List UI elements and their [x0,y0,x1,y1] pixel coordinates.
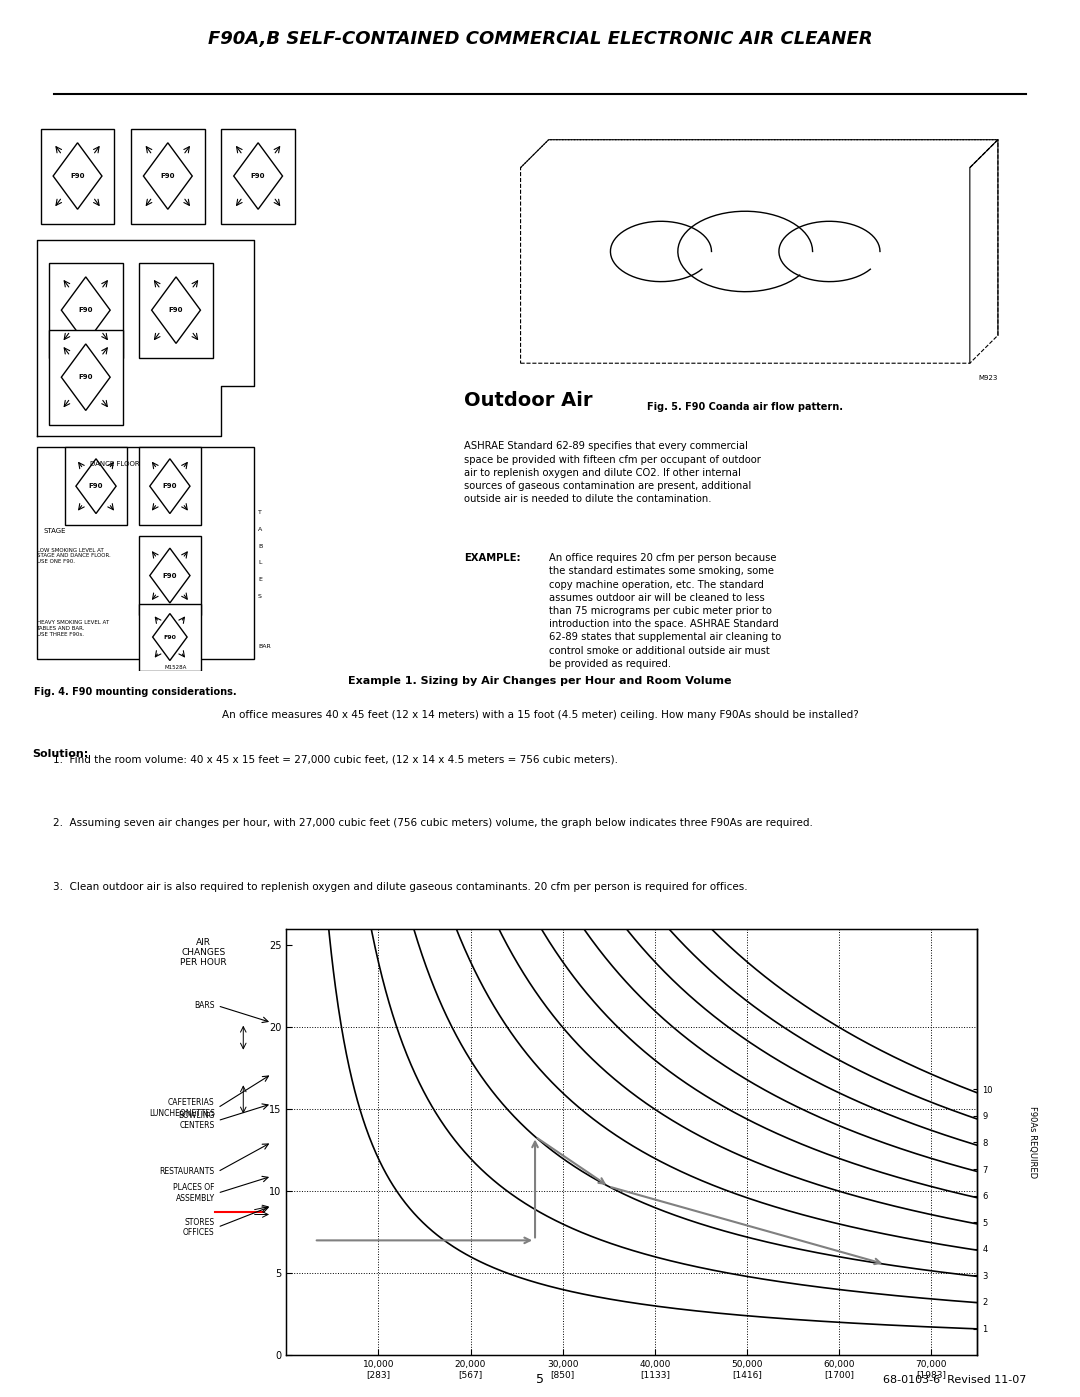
Text: L: L [258,560,261,566]
Text: AIR
CHANGES
PER HOUR: AIR CHANGES PER HOUR [180,937,227,967]
Text: F90: F90 [168,307,184,313]
Bar [37,447,254,659]
Polygon shape [62,344,110,411]
Text: 68-0103-6  Revised 11-07: 68-0103-6 Revised 11-07 [882,1375,1026,1384]
Bar [131,129,205,224]
Text: Example 1. Sizing by Air Changes per Hour and Room Volume: Example 1. Sizing by Air Changes per Hou… [348,676,732,686]
Text: BAR: BAR [258,644,271,650]
Bar [49,263,123,358]
Text: Fig. 5. F90 Coanda air flow pattern.: Fig. 5. F90 Coanda air flow pattern. [647,402,843,412]
Polygon shape [150,548,190,604]
Text: CAFETERIAS
LUNCHEONETTES: CAFETERIAS LUNCHEONETTES [149,1098,215,1118]
Polygon shape [53,142,102,210]
Text: E: E [258,577,262,583]
Text: EXAMPLE:: EXAMPLE: [464,553,521,563]
Text: Outdoor Air: Outdoor Air [464,391,593,411]
Text: F90: F90 [251,173,266,179]
Text: F90: F90 [161,173,175,179]
Text: F90: F90 [89,483,104,489]
Bar [139,536,201,615]
Text: F90A,B SELF-CONTAINED COMMERCIAL ELECTRONIC AIR CLEANER: F90A,B SELF-CONTAINED COMMERCIAL ELECTRO… [207,31,873,47]
Polygon shape [233,142,283,210]
Text: 1.  Find the room volume: 40 x 45 x 15 feet = 27,000 cubic feet, (12 x 14 x 4.5 : 1. Find the room volume: 40 x 45 x 15 fe… [53,754,618,764]
Text: BARS: BARS [194,1002,215,1010]
Polygon shape [144,142,192,210]
Text: LOW SMOKING LEVEL AT
STAGE AND DANCE FLOOR.
USE ONE F90.: LOW SMOKING LEVEL AT STAGE AND DANCE FLO… [37,548,110,564]
Text: T: T [258,510,262,515]
Text: An office requires 20 cfm per person because
the standard estimates some smoking: An office requires 20 cfm per person bec… [549,553,781,669]
Text: M1528A: M1528A [165,665,187,671]
Text: An office measures 40 x 45 feet (12 x 14 meters) with a 15 foot (4.5 meter) ceil: An office measures 40 x 45 feet (12 x 14… [221,710,859,719]
Text: 3.  Clean outdoor air is also required to replenish oxygen and dilute gaseous co: 3. Clean outdoor air is also required to… [53,882,747,891]
Text: PLACES OF
ASSEMBLY: PLACES OF ASSEMBLY [173,1183,215,1203]
Bar [49,330,123,425]
Text: F90: F90 [163,634,176,640]
Text: BOWLING
CENTERS: BOWLING CENTERS [178,1111,215,1130]
Bar [221,129,295,224]
Text: F90: F90 [163,573,177,578]
Text: Solution:: Solution: [32,749,89,759]
Text: 2.  Assuming seven air changes per hour, with 27,000 cubic feet (756 cubic meter: 2. Assuming seven air changes per hour, … [53,819,812,828]
Text: STAGE: STAGE [43,528,66,534]
Text: RESTAURANTS: RESTAURANTS [160,1168,215,1176]
Polygon shape [152,613,187,661]
Text: Fig. 4. F90 mounting considerations.: Fig. 4. F90 mounting considerations. [33,687,237,697]
Bar [65,447,126,525]
Polygon shape [62,277,110,344]
Text: F90As REQUIRED: F90As REQUIRED [1028,1106,1037,1178]
Bar [41,129,114,224]
Text: 5: 5 [536,1373,544,1386]
Polygon shape [76,458,117,514]
Text: F90: F90 [79,374,93,380]
Text: HEAVY SMOKING LEVEL AT
TABLES AND BAR.
USE THREE F90s.: HEAVY SMOKING LEVEL AT TABLES AND BAR. U… [37,620,109,637]
Text: A: A [258,527,262,532]
Text: F90: F90 [163,483,177,489]
Text: ASHRAE Standard 62-89 specifies that every commercial
space be provided with fif: ASHRAE Standard 62-89 specifies that eve… [464,441,761,504]
Text: S: S [258,594,262,599]
Text: STORES
OFFICES: STORES OFFICES [183,1218,215,1236]
Bar [139,447,201,525]
Bar [139,604,201,671]
Text: M923: M923 [978,374,998,381]
Bar [139,263,213,358]
Polygon shape [151,277,201,344]
Text: DANCE FLOOR: DANCE FLOOR [90,461,139,467]
Text: F90: F90 [79,307,93,313]
Text: B: B [258,543,262,549]
Text: F90: F90 [70,173,85,179]
Polygon shape [150,458,190,514]
